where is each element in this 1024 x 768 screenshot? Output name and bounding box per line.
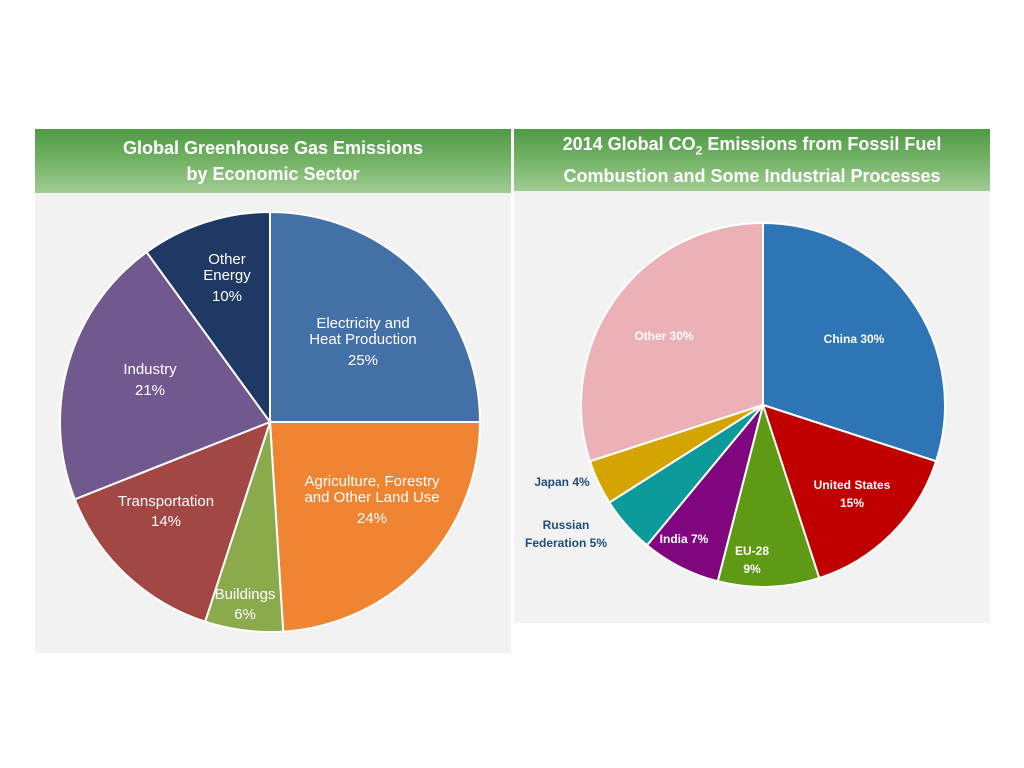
co2-pie-chart: China 30% United States 15% EU-28 9% India 7%… [525,221,946,588]
pie-label-line: Industry [123,361,177,378]
pie-slice-eu-28 [716,401,821,588]
pie-slice-agriculture-forestry [268,421,482,633]
pie-label-united-states: United States 15% [814,478,891,510]
sector-pie-chart: Electricity and Heat Production 25% Agricul… [59,210,482,633]
pie-slice-industry [59,250,272,501]
pie-slice-other-30 [580,221,764,463]
pie-label-industry: Industry 21% [123,361,177,399]
co2-title-line1: 2014 Global CO2 Emissions from Fossil Fu… [514,131,990,164]
co2-emissions-panel: 2014 Global CO2 Emissions from Fossil Fu… [514,129,990,623]
pie-label-pct: 24% [357,510,387,527]
co2-title-pre: 2014 Global CO [562,133,696,154]
co2-chart-title: 2014 Global CO2 Emissions from Fossil Fu… [514,129,990,191]
pie-label-line: Russian [543,518,590,532]
pie-label-japan-4: Japan 4% [534,475,590,489]
pie-label-pct: 25% [348,352,378,369]
pie-label-line: Buildings [215,586,276,603]
pie-label-line: Agriculture, Forestry [304,473,440,490]
co2-title-subscript: 2 [695,143,703,158]
pie-label-line: Other 30% [634,329,694,343]
pie-slice-united-states [761,403,938,580]
sector-emissions-panel: Global Greenhouse Gas Emissions by Econo… [35,129,511,653]
pie-label-agriculture-forestry: Agriculture, Forestry and Other Land Use 2… [304,473,440,527]
pie-label-line: and Other Land Use [304,489,439,506]
pie-label-transportation: Transportation 14% [118,493,214,530]
pie-label-electricity-and: Electricity and Heat Production 25% [309,315,417,369]
pie-label-line: Heat Production [309,331,417,348]
pie-slice-china-30 [762,221,946,463]
pie-label-line: Federation 5% [525,536,607,550]
pie-label-line: Transportation [118,493,214,510]
pie-slice-other [145,210,271,426]
pie-label-india-7: India 7% [660,532,709,546]
pie-label-russian: Russian Federation 5% [525,518,607,550]
pie-label-line: China 30% [824,332,885,346]
sector-chart-title: Global Greenhouse Gas Emissions by Econo… [35,129,511,193]
pie-label-line: Electricity and [316,315,409,332]
pie-label-line: Japan 4% [534,475,590,489]
pie-label-line: Other [208,251,246,268]
pie-label-other: Other Energy 10% [203,251,251,305]
pie-label-line: 9% [743,562,761,576]
sector-title-line1: Global Greenhouse Gas Emissions [122,138,424,158]
pie-label-pct: 14% [151,513,181,530]
pie-label-china-30: China 30% [824,332,885,346]
pie-label-other-30: Other 30% [634,329,694,343]
pie-slice-transportation [73,420,272,623]
pie-label-line: 15% [840,496,864,510]
pie-label-eu-28: EU-28 9% [735,544,769,576]
pie-label-line: India 7% [660,532,709,546]
pie-label-buildings: Buildings 6% [215,586,276,623]
pie-label-line: EU-28 [735,544,769,558]
sector-title-line2: by Economic Sector [186,164,360,184]
co2-title-line2: Combustion and Some Industrial Processes [563,166,941,187]
pie-label-pct: 10% [212,288,242,305]
pie-label-pct: 6% [234,606,256,623]
co2-title-post: Emissions from Fossil Fuel [702,133,942,154]
pie-label-pct: 21% [135,382,165,399]
pie-slice-electricity-and [269,210,482,423]
pie-label-line: United States [814,478,891,492]
pie-label-line: Energy [203,267,251,284]
